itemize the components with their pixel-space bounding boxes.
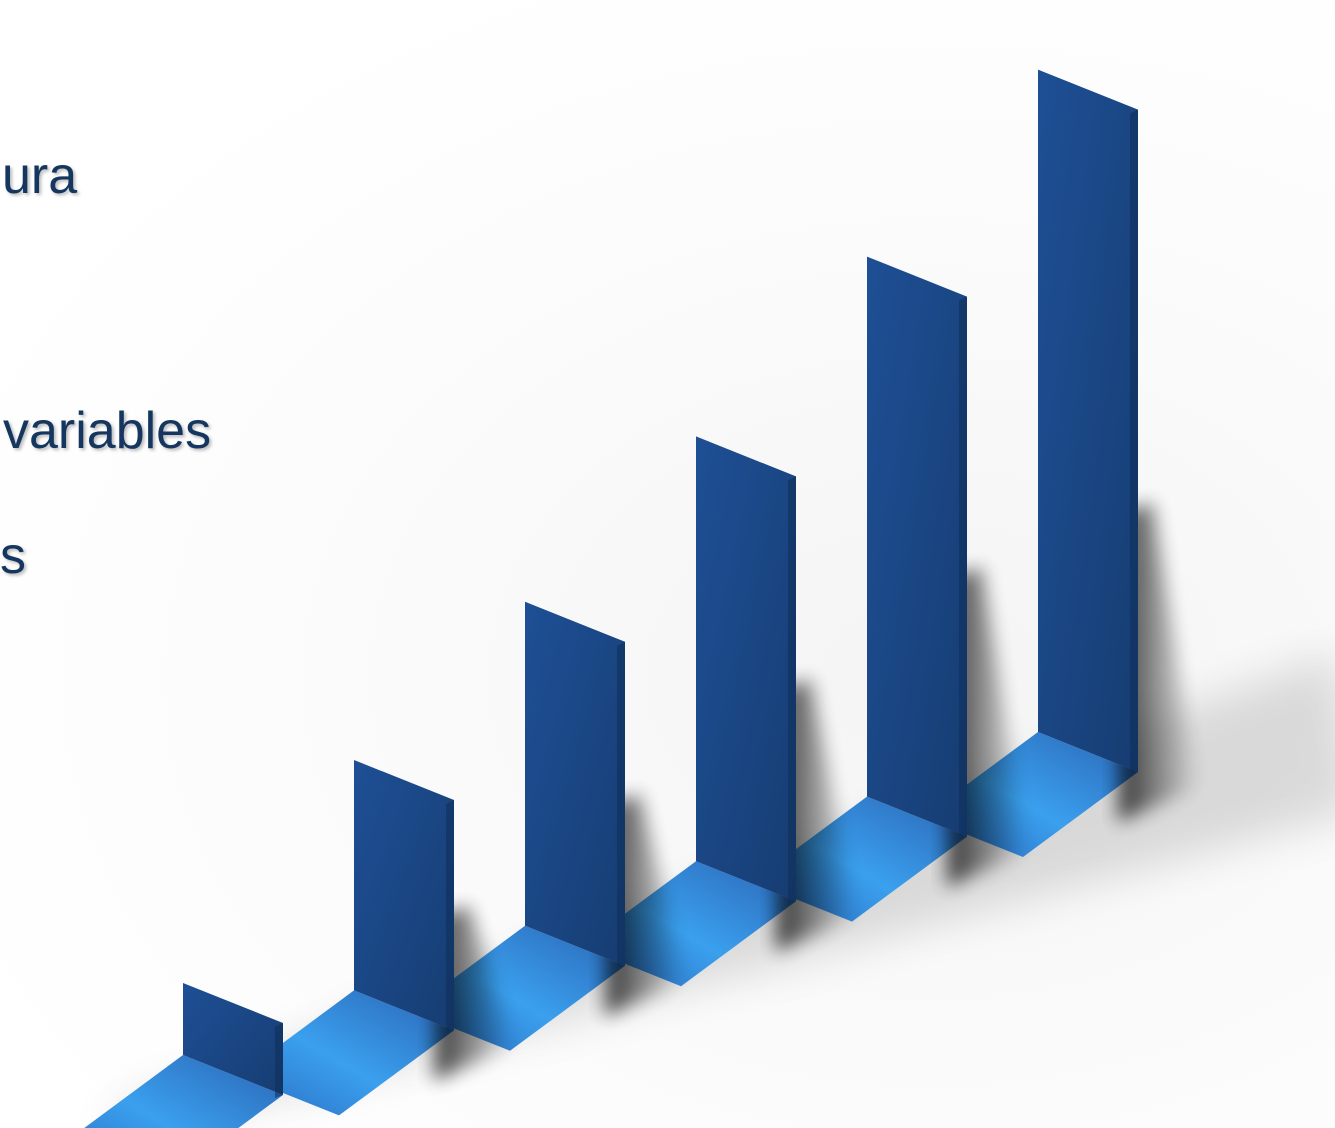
- text-fragment-1: ura: [2, 147, 78, 205]
- bar-2: [354, 760, 454, 1031]
- bar-1: [183, 983, 283, 1095]
- bar-edge-4: [788, 476, 796, 905]
- text-fragment-3: s: [0, 527, 26, 585]
- bar-edge-3: [617, 641, 625, 969]
- bar-4: [696, 436, 796, 902]
- bars-layer: [183, 69, 1138, 1098]
- floor-panel-2: [239, 990, 454, 1116]
- floor-panel-1: [84, 1055, 283, 1128]
- bar-edge-5: [959, 296, 967, 840]
- bar-3: [525, 601, 625, 966]
- bar-edge-6: [1130, 109, 1138, 776]
- bar-edge-1: [275, 1023, 283, 1098]
- bar-edge-2: [446, 800, 454, 1034]
- bar-6: [1038, 69, 1138, 773]
- bar-5: [867, 256, 967, 837]
- text-fragment-2: variables: [3, 402, 212, 460]
